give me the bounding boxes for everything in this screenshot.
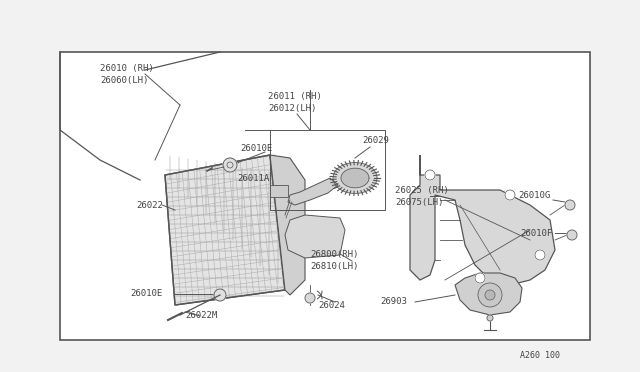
Circle shape xyxy=(425,170,435,180)
Text: 26010E: 26010E xyxy=(240,144,272,153)
Circle shape xyxy=(478,283,502,307)
Text: 26010 (RH): 26010 (RH) xyxy=(100,64,154,73)
Text: 26010E: 26010E xyxy=(130,289,163,298)
Text: 26810(LH): 26810(LH) xyxy=(310,263,358,272)
Circle shape xyxy=(475,273,485,283)
Bar xyxy=(270,185,288,197)
Polygon shape xyxy=(285,215,345,258)
Polygon shape xyxy=(270,155,305,295)
Circle shape xyxy=(505,190,515,200)
Polygon shape xyxy=(165,155,285,305)
Text: 26022: 26022 xyxy=(136,201,163,209)
Circle shape xyxy=(567,230,577,240)
Circle shape xyxy=(535,250,545,260)
Circle shape xyxy=(485,290,495,300)
Text: 26060(LH): 26060(LH) xyxy=(100,76,148,84)
Circle shape xyxy=(565,200,575,210)
Bar xyxy=(60,52,590,340)
Polygon shape xyxy=(333,163,377,193)
Text: 26010F: 26010F xyxy=(520,228,552,237)
Polygon shape xyxy=(410,155,555,285)
Polygon shape xyxy=(341,168,369,188)
Text: 26800(RH): 26800(RH) xyxy=(310,250,358,260)
Text: 26903: 26903 xyxy=(380,298,407,307)
Text: 26011 (RH): 26011 (RH) xyxy=(268,92,322,100)
Text: 26010G: 26010G xyxy=(518,190,550,199)
Text: 26012(LH): 26012(LH) xyxy=(268,103,316,112)
Text: 26025 (RH): 26025 (RH) xyxy=(395,186,449,195)
Polygon shape xyxy=(455,273,522,315)
Text: 26029: 26029 xyxy=(362,135,389,144)
Text: 26011A: 26011A xyxy=(237,173,269,183)
Circle shape xyxy=(487,315,493,321)
Text: 26075(LH): 26075(LH) xyxy=(395,198,444,206)
Polygon shape xyxy=(288,178,338,205)
Circle shape xyxy=(305,293,315,303)
Bar xyxy=(270,130,385,210)
Circle shape xyxy=(223,158,237,172)
Text: 26024: 26024 xyxy=(318,301,345,311)
Circle shape xyxy=(214,289,226,301)
Text: A260 100: A260 100 xyxy=(520,350,560,359)
Text: 26022M: 26022M xyxy=(185,311,217,321)
